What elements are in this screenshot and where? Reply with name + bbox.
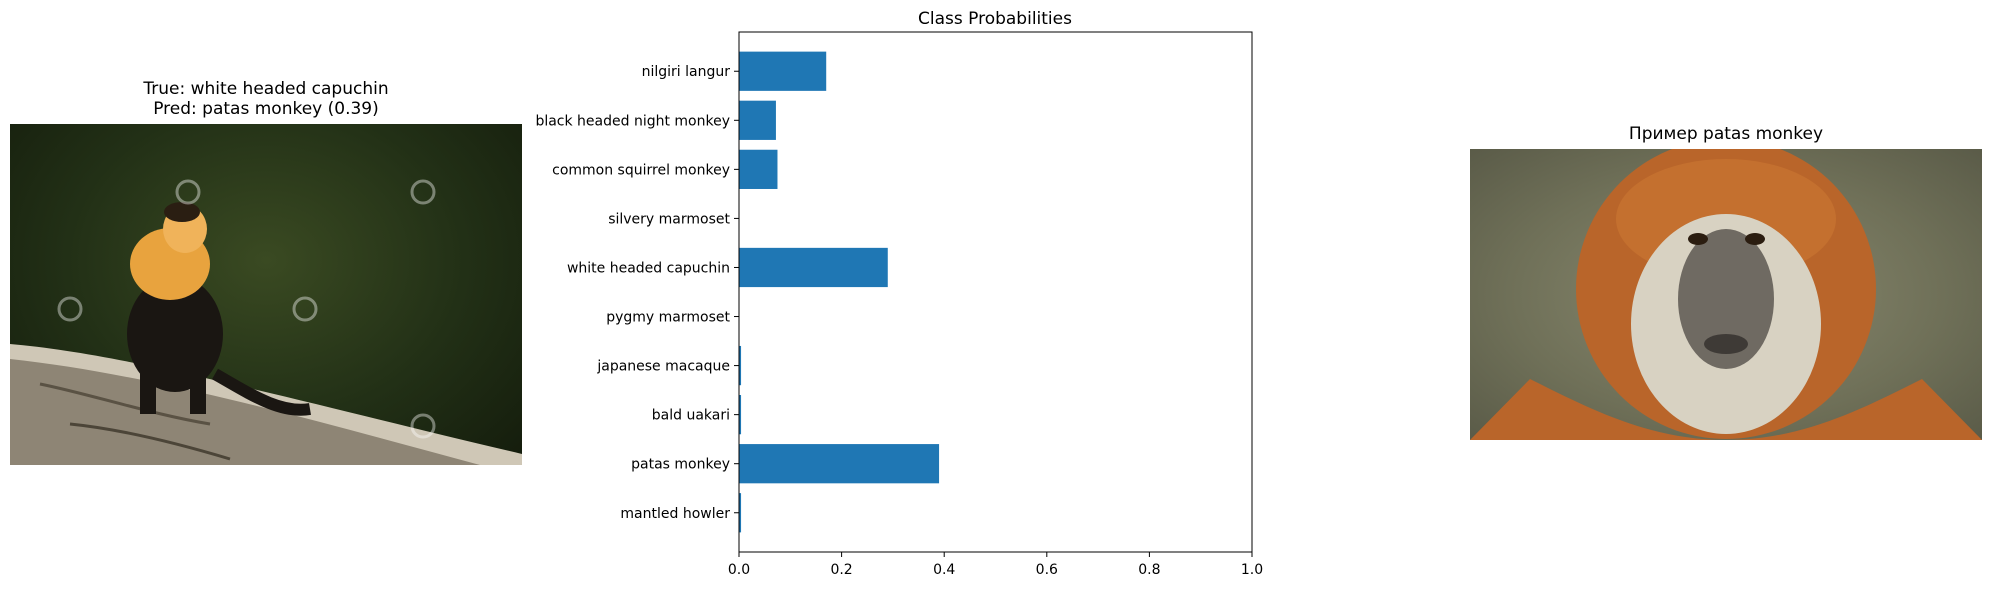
x-tick-label: 0.2 — [830, 562, 852, 578]
bars-layer — [739, 51, 940, 533]
true-label: True: white headed capuchin — [143, 79, 389, 99]
x-tick-label: 0.0 — [728, 562, 750, 578]
bar-japanese-macaque — [739, 345, 742, 386]
chart-title: Class Probabilities — [918, 9, 1072, 29]
y-tick-label: silvery marmoset — [608, 211, 730, 227]
bar-black-headed-night-monkey — [739, 100, 776, 140]
y-tick-label: patas monkey — [631, 457, 730, 473]
y-tick-label: black headed night monkey — [535, 113, 730, 129]
capuchin-illustration — [10, 179, 522, 465]
y-tick-label: white headed capuchin — [567, 260, 730, 276]
y-tick-label: common squirrel monkey — [552, 162, 730, 178]
y-tick-label: bald uakari — [652, 408, 730, 424]
left-panel-title: True: white headed capuchin Pred: patas … — [10, 79, 522, 119]
y-tick-label: pygmy marmoset — [606, 310, 730, 326]
x-tick-label: 0.6 — [1036, 562, 1058, 578]
bar-bald-uakari — [739, 395, 742, 435]
plot-frame — [738, 31, 1253, 553]
capuchin-photo — [10, 124, 522, 465]
bar-common-squirrel-monkey — [739, 149, 778, 189]
right-panel-title: Пример patas monkey — [1628, 124, 1824, 144]
patas-photo — [1470, 149, 1982, 440]
x-ticks-layer: 0.0 0.2 0.4 0.6 0.8 1.0 — [728, 552, 1263, 578]
pred-label: Pred: patas monkey (0.39) — [153, 99, 379, 119]
bar-white-headed-capuchin — [739, 247, 888, 288]
x-tick-label: 0.4 — [933, 562, 955, 578]
x-tick-label: 0.8 — [1138, 562, 1160, 578]
y-tick-label: japanese macaque — [596, 359, 730, 375]
bar-patas-monkey — [739, 444, 940, 484]
x-tick-label: 1.0 — [1241, 562, 1263, 578]
bar-mantled-howler — [739, 493, 742, 533]
patas-illustration — [1470, 149, 1982, 440]
y-tick-label: nilgiri langur — [642, 64, 731, 80]
bar-nilgiri-langur — [739, 51, 827, 91]
y-ticks-layer: mantled howler patas monkey bald uakari jap… — [535, 64, 739, 522]
y-tick-label: mantled howler — [620, 506, 730, 522]
